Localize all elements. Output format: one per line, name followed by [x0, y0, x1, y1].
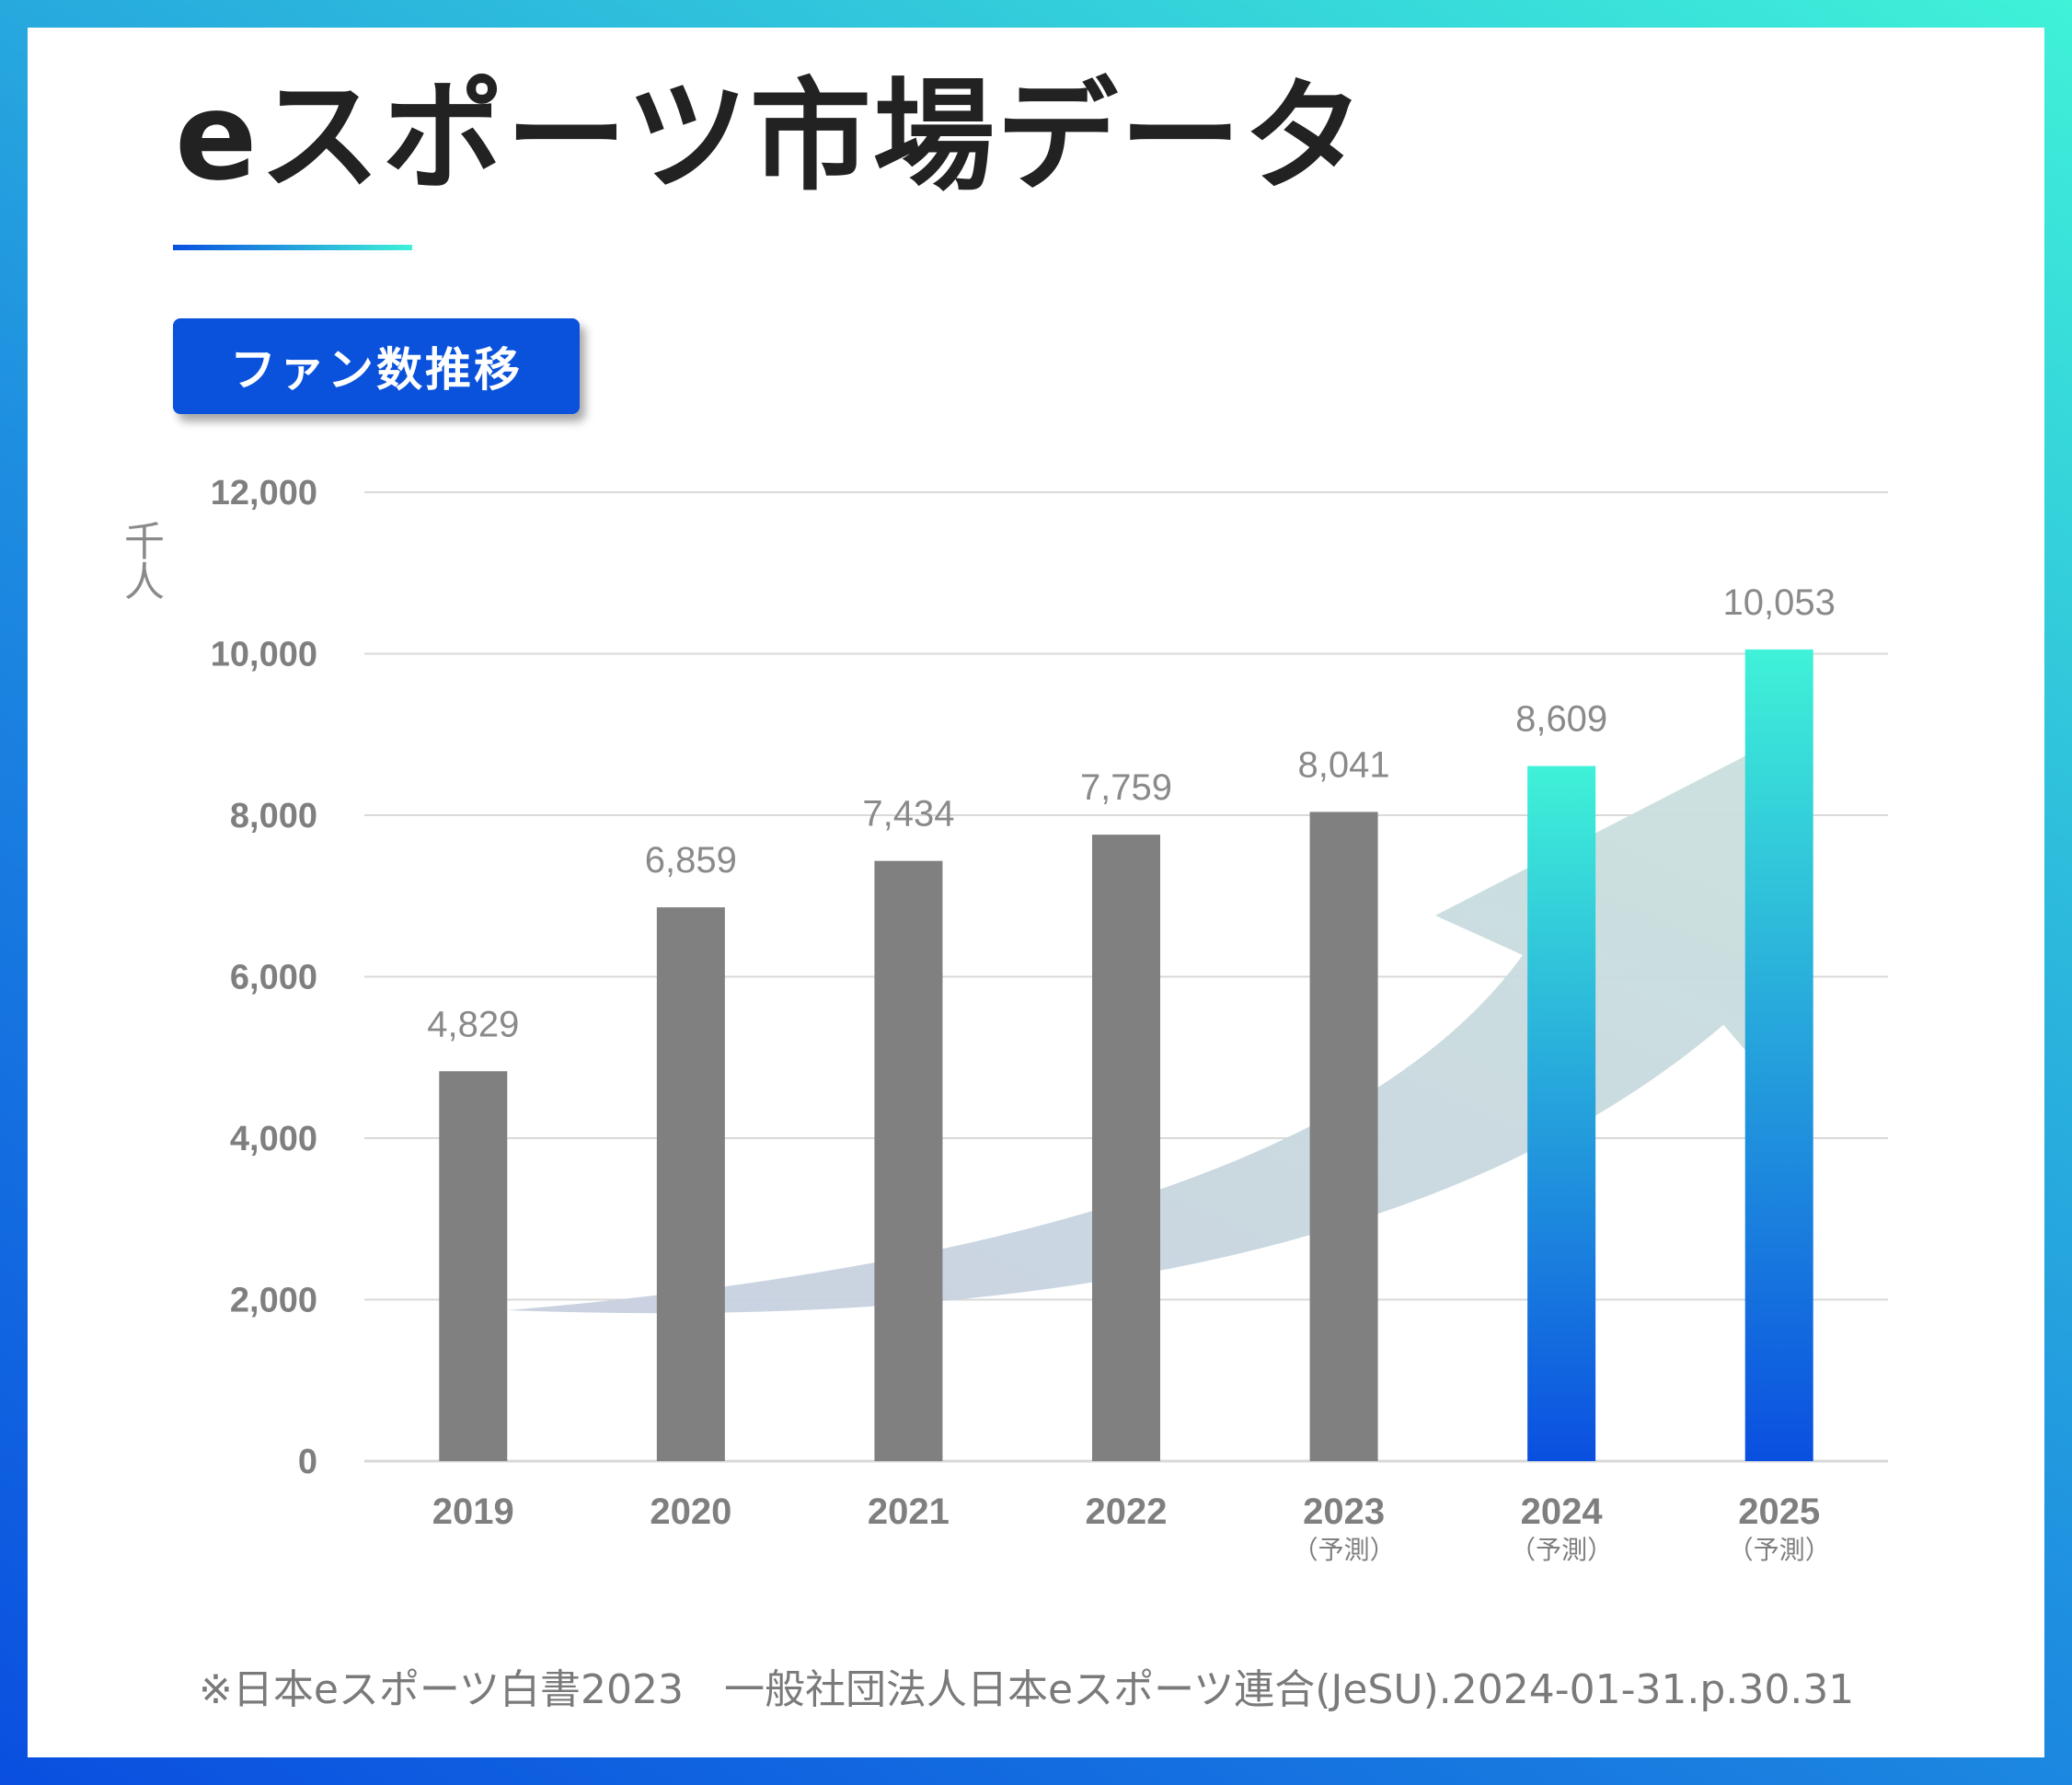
- y-tick-label: 4,000: [230, 1120, 317, 1158]
- y-tick-label: 8,000: [230, 797, 317, 835]
- data-label: 6,859: [645, 840, 737, 881]
- bar-2025: [1744, 649, 1813, 1461]
- x-tick-note: （予測）: [1510, 1535, 1613, 1565]
- bar-2022: [1092, 835, 1160, 1461]
- trend-arrow: [508, 754, 1748, 1314]
- bar-2021: [874, 860, 943, 1461]
- x-tick-label: 2021: [868, 1491, 950, 1532]
- data-label: 8,041: [1298, 744, 1390, 785]
- bar-2020: [656, 907, 725, 1461]
- bar-2024: [1527, 766, 1596, 1461]
- bar-2023: [1309, 812, 1378, 1461]
- x-tick-label: 2022: [1086, 1491, 1168, 1532]
- x-tick-label: 2019: [432, 1491, 514, 1532]
- x-tick-label: 2025: [1738, 1491, 1820, 1532]
- data-label: 7,759: [1080, 767, 1172, 808]
- data-label: 7,434: [862, 794, 954, 835]
- y-tick-label: 0: [298, 1443, 317, 1481]
- y-tick-label: 6,000: [230, 959, 317, 997]
- data-label: 8,609: [1515, 699, 1607, 740]
- bar-2019: [439, 1071, 508, 1461]
- x-tick-note: （予測）: [1293, 1535, 1396, 1565]
- x-tick-label: 2024: [1521, 1491, 1604, 1532]
- title-underline: [173, 245, 412, 250]
- source-note: ※日本eスポーツ白書2023 一般社団法人日本eスポーツ連合(JeSU).202…: [199, 1666, 1855, 1713]
- y-tick-label: 12,000: [211, 474, 317, 512]
- x-tick-note: （予測）: [1728, 1535, 1831, 1565]
- y-tick-label: 2,000: [230, 1282, 317, 1320]
- x-tick-label: 2020: [650, 1491, 731, 1532]
- section-badge: ファン数推移: [173, 318, 580, 414]
- y-tick-label: 10,000: [211, 636, 317, 674]
- page-title: eスポーツ市場データ: [175, 66, 1366, 208]
- data-label: 10,053: [1723, 582, 1836, 623]
- x-tick-label: 2023: [1303, 1491, 1385, 1532]
- y-axis-unit: 千人: [117, 520, 164, 601]
- data-label: 4,829: [427, 1004, 519, 1044]
